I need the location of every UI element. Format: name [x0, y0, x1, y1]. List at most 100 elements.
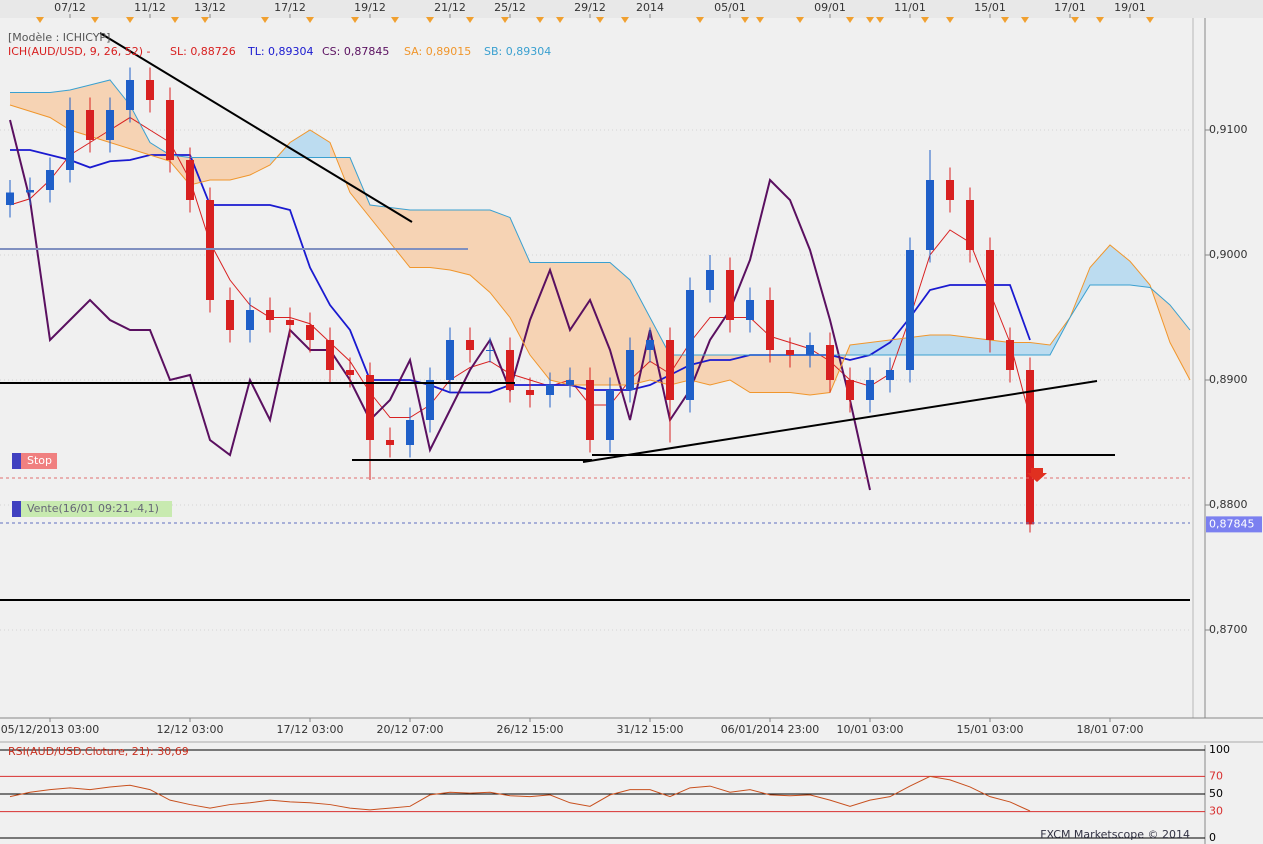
event-marker	[1071, 17, 1079, 23]
trend-line	[582, 380, 1098, 463]
candle-body	[946, 180, 954, 200]
cloud-fill	[750, 355, 770, 393]
candle-body	[866, 380, 874, 400]
x-tick-label: 13/12	[194, 1, 226, 14]
x-tick-label: 19/01	[1114, 1, 1146, 14]
cloud-fill	[170, 155, 190, 185]
legend-entry: SL: 0,88726	[170, 45, 236, 58]
x-tick-label: 07/12	[54, 1, 86, 14]
candle-body	[466, 340, 474, 350]
candle-body	[1006, 340, 1014, 370]
candle-body	[366, 375, 374, 440]
cloud-fill	[90, 80, 110, 143]
candle-body	[186, 160, 194, 200]
cloud-fill	[1110, 245, 1130, 285]
cloud-fill	[430, 210, 450, 270]
cloud-fill	[370, 205, 390, 243]
trend-line	[99, 32, 413, 223]
event-marker	[1021, 17, 1029, 23]
x-tick-label: 29/12	[574, 1, 606, 14]
x-tick-label: 05/01	[714, 1, 746, 14]
event-marker	[1146, 17, 1154, 23]
cloud-fill	[110, 80, 130, 149]
cloud-fill	[30, 92, 50, 118]
candle-body	[826, 345, 834, 380]
indicator-line	[9, 116, 1031, 418]
event-marker	[201, 17, 209, 23]
candle-body	[566, 380, 574, 385]
event-marker	[1001, 17, 1009, 23]
candle-body	[706, 270, 714, 290]
cloud-fill	[310, 130, 330, 158]
legend-entry: SB: 0,89304	[484, 45, 551, 58]
candle-body	[666, 340, 674, 400]
x-tick-label: 26/12 15:00	[497, 723, 564, 736]
event-marker	[796, 17, 804, 23]
cloud-fill	[610, 262, 630, 385]
event-marker	[426, 17, 434, 23]
candle-body	[126, 80, 134, 110]
event-marker	[36, 17, 44, 23]
cloud-fill	[410, 210, 430, 268]
y-tick-label: 0,9100	[1209, 123, 1248, 136]
y-tick-label: 50	[1209, 787, 1223, 800]
cloud-fill	[190, 157, 210, 185]
cloud-fill	[630, 280, 650, 385]
y-tick-label: 0	[1209, 831, 1216, 844]
y-tick-label: 30	[1209, 805, 1223, 818]
event-marker	[596, 17, 604, 23]
candle-body	[886, 370, 894, 380]
candle-body	[246, 310, 254, 330]
cloud-fill	[210, 157, 230, 180]
cloud-fill	[50, 90, 70, 130]
order-marker	[12, 501, 21, 517]
x-tick-label: 06/01/2014 23:00	[721, 723, 820, 736]
cloud-fill	[790, 355, 810, 395]
event-marker	[391, 17, 399, 23]
rsi-title: RSI(AUD/USD.Cloture, 21): 30,69	[8, 745, 189, 758]
indicator-line	[10, 79, 1191, 356]
cloud-fill	[710, 355, 730, 385]
candle-body	[486, 350, 494, 351]
y-tick-label: 0,8800	[1209, 498, 1248, 511]
candle-body	[446, 340, 454, 380]
candle-body	[46, 170, 54, 190]
x-tick-label: 18/01 07:00	[1077, 723, 1144, 736]
candle-body	[66, 110, 74, 170]
cloud-fill	[470, 210, 490, 293]
candle-body	[266, 310, 274, 320]
legend-entry: TL: 0,89304	[247, 45, 314, 58]
y-tick-label: 0,8900	[1209, 373, 1248, 386]
x-tick-label: 11/12	[134, 1, 166, 14]
candle-body	[586, 380, 594, 440]
candle-body	[906, 250, 914, 370]
cloud-fill	[970, 337, 990, 355]
event-marker	[126, 17, 134, 23]
candle-body	[306, 325, 314, 340]
sell-arrow	[1027, 468, 1047, 482]
candle-body	[326, 340, 334, 370]
last-price-label: 0,87845	[1209, 517, 1255, 530]
candle-body	[926, 180, 934, 250]
event-marker	[866, 17, 874, 23]
x-tick-label: 05/12/2013 03:00	[1, 723, 100, 736]
x-tick-label: 20/12 07:00	[377, 723, 444, 736]
event-marker	[306, 17, 314, 23]
x-tick-label: 17/01	[1054, 1, 1086, 14]
candle-body	[166, 100, 174, 160]
cloud-fill	[450, 210, 470, 275]
candle-body	[286, 320, 294, 325]
x-tick-label: 2014	[636, 1, 664, 14]
event-marker	[536, 17, 544, 23]
event-marker	[501, 17, 509, 23]
event-marker	[556, 17, 564, 23]
cloud-fill	[950, 335, 970, 355]
candle-body	[86, 110, 94, 140]
cloud-fill	[70, 85, 90, 137]
candle-body	[966, 200, 974, 250]
model-label: [Modèle : ICHICYP]	[8, 31, 110, 44]
x-tick-label: 21/12	[434, 1, 466, 14]
x-tick-label: 25/12	[494, 1, 526, 14]
cloud-fill	[810, 355, 830, 395]
